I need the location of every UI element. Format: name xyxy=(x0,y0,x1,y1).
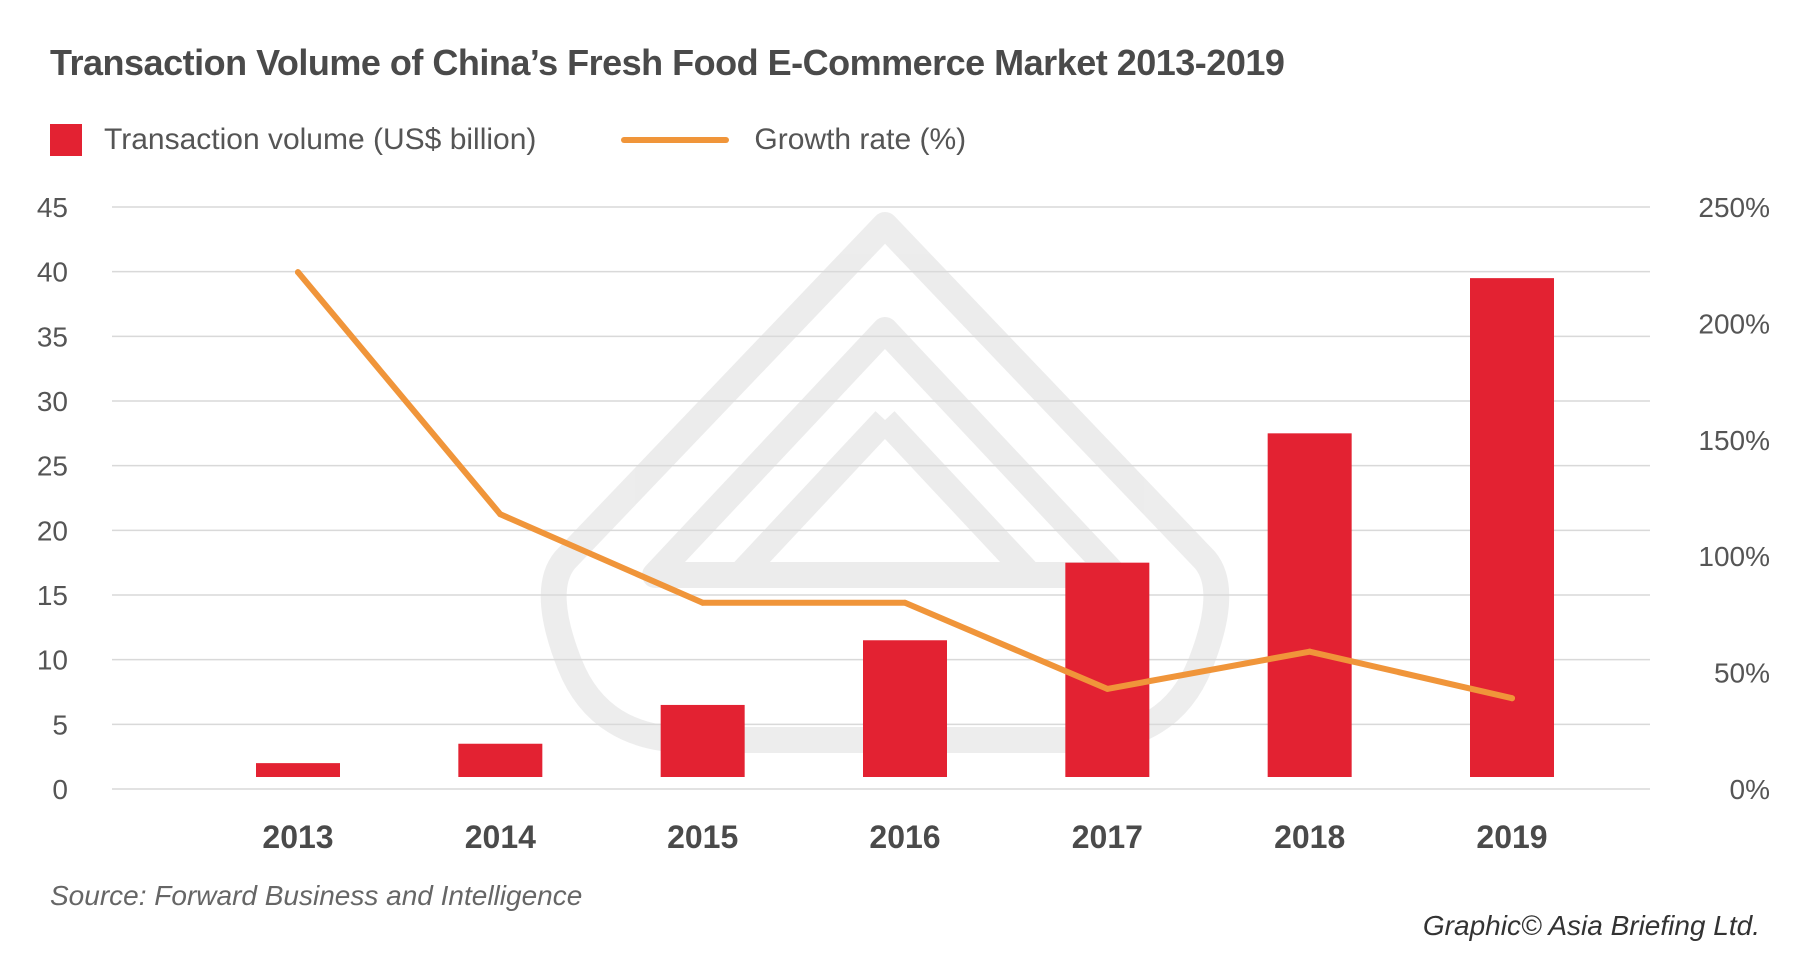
right-tick-label: 0% xyxy=(1730,774,1770,805)
x-tick-label: 2019 xyxy=(1476,819,1547,855)
right-tick-label: 50% xyxy=(1714,658,1770,689)
left-tick-label: 15 xyxy=(37,580,68,611)
x-tick-label: 2013 xyxy=(262,819,333,855)
legend-line-swatch xyxy=(621,137,730,143)
left-tick-label: 35 xyxy=(37,321,68,352)
bar xyxy=(1267,433,1352,777)
line-point xyxy=(1104,685,1111,692)
chart-title: Transaction Volume of China’s Fresh Food… xyxy=(50,42,1285,83)
x-tick-label: 2015 xyxy=(667,819,738,855)
right-tick-label: 250% xyxy=(1698,192,1770,223)
line-point xyxy=(1306,648,1313,655)
line-point xyxy=(902,599,908,606)
left-tick-label: 20 xyxy=(37,515,68,546)
legend-bar-swatch xyxy=(50,124,82,156)
legend-bar-label: Transaction volume (US$ billion) xyxy=(104,123,537,156)
bar xyxy=(1470,278,1554,777)
x-tick-label: 2017 xyxy=(1072,819,1143,855)
bar xyxy=(256,763,340,777)
x-tick-label: 2014 xyxy=(465,819,536,855)
legend: Transaction volume (US$ billion) Growth … xyxy=(50,118,966,162)
graphic-credit: Graphic© Asia Briefing Ltd. xyxy=(1422,910,1760,941)
left-tick-label: 45 xyxy=(37,192,68,223)
gridlines xyxy=(112,206,1650,790)
line-point xyxy=(295,269,301,276)
line-point xyxy=(1509,695,1515,702)
right-axis: 0% 50% 100% 150% 200% 250% xyxy=(1698,192,1770,805)
left-tick-label: 25 xyxy=(37,451,68,482)
bar xyxy=(863,640,947,777)
line-point xyxy=(699,599,706,606)
x-tick-label: 2018 xyxy=(1274,819,1345,855)
bar xyxy=(1065,562,1150,777)
bar-series xyxy=(256,278,1554,777)
line-series xyxy=(295,269,1515,702)
x-tick-label: 2016 xyxy=(869,819,940,855)
left-tick-label: 5 xyxy=(52,709,68,740)
left-axis: 0 5 10 15 20 25 30 35 40 45 xyxy=(37,192,68,805)
left-tick-label: 40 xyxy=(37,257,68,288)
right-tick-label: 200% xyxy=(1698,308,1770,339)
legend-line-label: Growth rate (%) xyxy=(754,123,967,156)
bar xyxy=(660,704,745,777)
left-tick-label: 0 xyxy=(52,774,68,805)
left-tick-label: 30 xyxy=(37,386,68,417)
line-point xyxy=(497,511,504,518)
left-tick-label: 10 xyxy=(37,645,68,676)
x-axis-labels: 2013 2014 2015 2016 2017 2018 2019 xyxy=(262,819,1547,855)
bar xyxy=(458,743,543,777)
right-tick-label: 100% xyxy=(1698,541,1770,572)
right-tick-label: 150% xyxy=(1698,425,1770,456)
source-note: Source: Forward Business and Intelligenc… xyxy=(50,880,583,911)
